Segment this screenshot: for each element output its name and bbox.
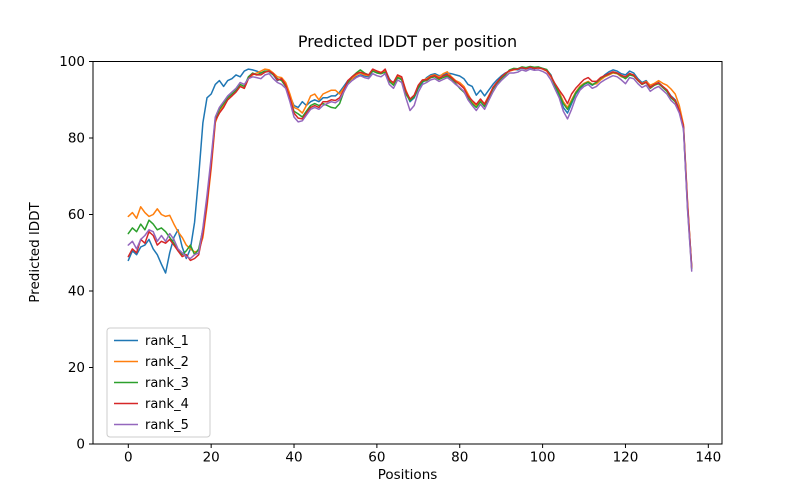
y-tick-label: 80 bbox=[68, 131, 85, 147]
x-tick-label: 80 bbox=[451, 450, 468, 466]
y-tick-label: 0 bbox=[76, 437, 85, 453]
x-tick-label: 20 bbox=[203, 450, 220, 466]
chart-title: Predicted lDDT per position bbox=[298, 32, 517, 51]
plot-area-border bbox=[92, 61, 723, 445]
y-axis-label: Predicted lDDT bbox=[27, 202, 43, 303]
series-layer bbox=[127, 65, 693, 274]
legend-label-rank_1: rank_1 bbox=[145, 334, 189, 349]
x-tick-label: 40 bbox=[285, 450, 302, 466]
y-tick-label: 60 bbox=[68, 207, 85, 223]
x-tick-label: 140 bbox=[695, 450, 721, 466]
legend-box bbox=[106, 327, 211, 438]
axes-layer: 0 20 40 60 80 100 120 140 0 20 40 60 80 100 bbox=[59, 54, 723, 466]
series-line-rank_5 bbox=[127, 68, 693, 272]
x-tick-label: 0 bbox=[124, 450, 133, 466]
legend-label-rank_2: rank_2 bbox=[145, 355, 189, 370]
legend: rank_1 rank_2 rank_3 rank_4 rank_5 bbox=[106, 327, 211, 438]
series-line-rank_4 bbox=[127, 66, 693, 269]
legend-label-rank_5: rank_5 bbox=[145, 418, 189, 433]
legend-label-rank_4: rank_4 bbox=[145, 397, 189, 412]
x-tick-label: 120 bbox=[613, 450, 639, 466]
x-tick-label: 60 bbox=[368, 450, 385, 466]
y-tick-label: 100 bbox=[59, 54, 85, 70]
series-line-rank_2 bbox=[127, 66, 693, 269]
y-tick-label: 40 bbox=[68, 284, 85, 300]
x-tick-label: 100 bbox=[530, 450, 556, 466]
series-line-rank_3 bbox=[127, 65, 693, 270]
x-axis-label: Positions bbox=[378, 467, 438, 483]
y-tick-label: 20 bbox=[68, 360, 85, 376]
legend-label-rank_3: rank_3 bbox=[145, 376, 189, 391]
